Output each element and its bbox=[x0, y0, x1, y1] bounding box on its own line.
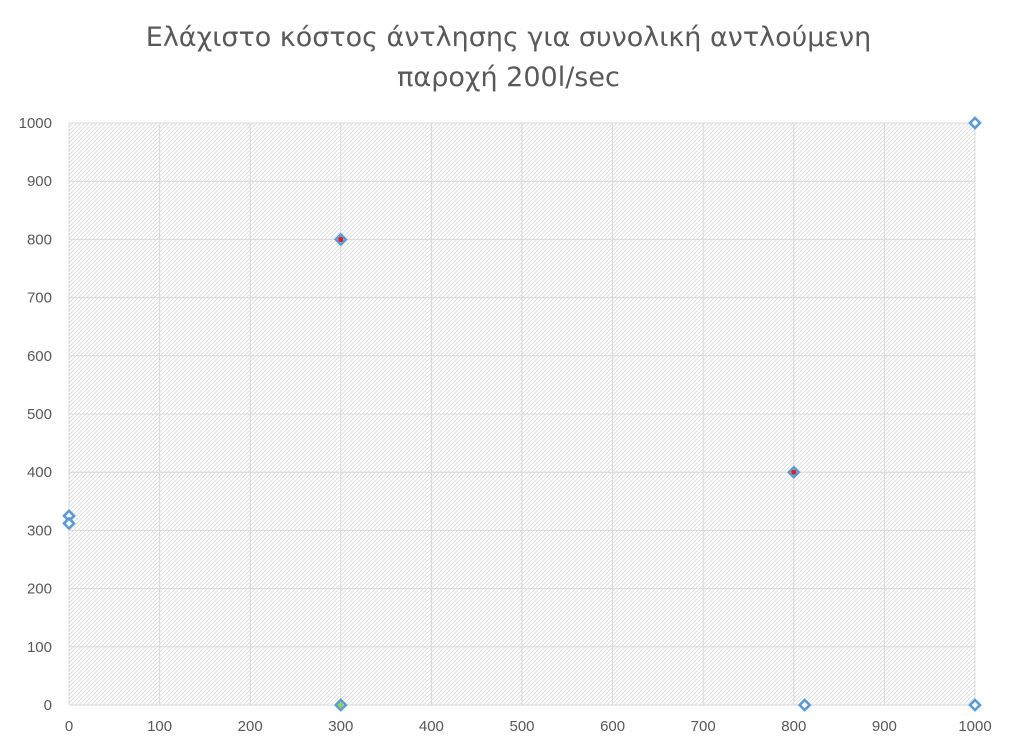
y-tick-label: 600 bbox=[27, 348, 52, 365]
y-tick-label: 0 bbox=[44, 697, 52, 714]
y-tick-label: 200 bbox=[27, 581, 52, 598]
x-tick-label: 0 bbox=[65, 718, 73, 735]
x-tick-label: 400 bbox=[419, 718, 444, 735]
y-axis-tick-labels: 0 100 200 300 400 500 600 700 800 900 1000 bbox=[19, 115, 52, 714]
x-tick-label: 300 bbox=[328, 718, 353, 735]
data-point-marker bbox=[797, 698, 812, 712]
data-point-dot bbox=[338, 236, 344, 242]
y-tick-label: 300 bbox=[27, 522, 52, 539]
data-point-marker bbox=[62, 516, 76, 531]
chart-title: Ελάχιστο κόστος άντλησης για συνολική αν… bbox=[0, 18, 1017, 98]
data-point-dot bbox=[791, 469, 797, 475]
y-tick-label: 700 bbox=[27, 290, 52, 307]
y-tick-label: 1000 bbox=[19, 115, 52, 132]
x-tick-label: 800 bbox=[781, 718, 806, 735]
x-tick-label: 600 bbox=[600, 718, 625, 735]
x-tick-label: 900 bbox=[872, 718, 897, 735]
chart-title-line-2: παροχή 200l/sec bbox=[397, 62, 620, 93]
data-point-marker bbox=[968, 116, 982, 130]
y-tick-label: 800 bbox=[27, 231, 52, 248]
gridlines bbox=[68, 122, 976, 706]
x-tick-label: 1000 bbox=[958, 718, 991, 735]
y-tick-label: 500 bbox=[27, 406, 52, 423]
x-tick-label: 100 bbox=[147, 718, 172, 735]
chart-title-line-1: Ελάχιστο κόστος άντλησης για συνολική αν… bbox=[145, 22, 872, 53]
data-markers bbox=[62, 116, 982, 712]
data-point-dot bbox=[338, 702, 344, 708]
y-tick-label: 100 bbox=[27, 639, 52, 656]
x-axis-tick-labels: 0 100 200 300 400 500 600 700 800 900 1000 bbox=[65, 718, 992, 735]
x-tick-label: 200 bbox=[238, 718, 263, 735]
y-tick-label: 400 bbox=[27, 464, 52, 481]
x-tick-label: 700 bbox=[691, 718, 716, 735]
x-tick-label: 500 bbox=[509, 718, 534, 735]
y-tick-label: 900 bbox=[27, 173, 52, 190]
data-point-marker bbox=[968, 698, 982, 712]
